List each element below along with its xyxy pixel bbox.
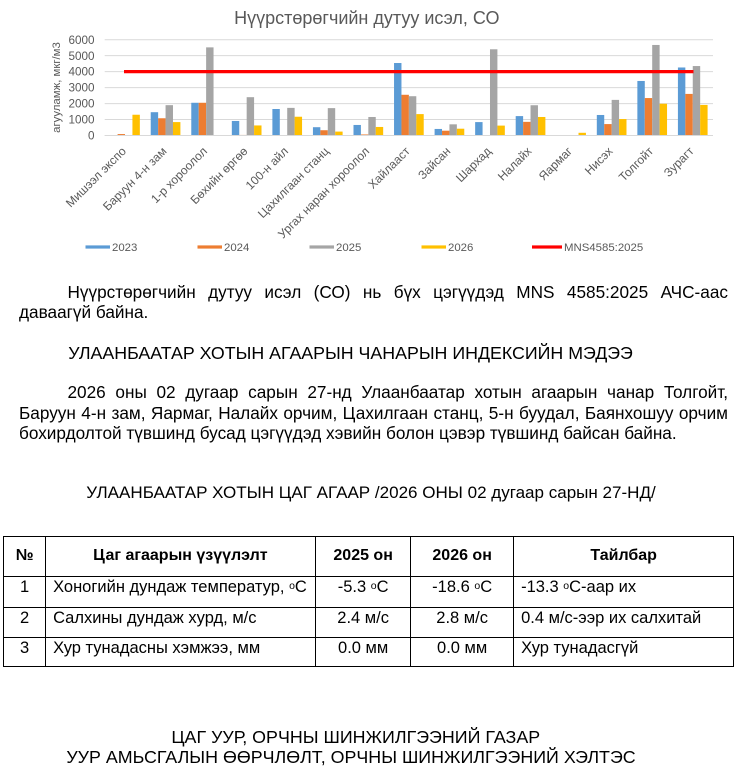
svg-text:5000: 5000 xyxy=(68,50,95,63)
svg-text:1000: 1000 xyxy=(68,114,95,127)
svg-text:Яармаг: Яармаг xyxy=(536,144,576,184)
svg-text:Зайсан: Зайсан xyxy=(415,144,453,182)
svg-text:Толгойт: Толгойт xyxy=(616,144,657,185)
svg-text:агууламж, мкг/м3: агууламж, мкг/м3 xyxy=(51,42,63,133)
svg-text:Цахилгаан станц: Цахилгаан станц xyxy=(255,144,332,221)
svg-text:0: 0 xyxy=(88,130,95,143)
svg-text:2026: 2026 xyxy=(448,242,473,254)
svg-text:2000: 2000 xyxy=(68,98,95,111)
svg-text:2023: 2023 xyxy=(112,242,137,254)
svg-text:Шархад: Шархад xyxy=(453,144,494,185)
svg-text:Нүүрстөрөгчийн дутуу исэл, СО: Нүүрстөрөгчийн дутуу исэл, СО xyxy=(234,8,499,28)
svg-text:Зурагт: Зурагт xyxy=(661,144,697,180)
svg-text:4000: 4000 xyxy=(68,66,95,79)
svg-text:6000: 6000 xyxy=(68,34,95,47)
svg-text:2024: 2024 xyxy=(224,242,249,254)
svg-text:Хайлааст: Хайлааст xyxy=(365,144,413,192)
svg-text:3000: 3000 xyxy=(68,82,95,95)
svg-text:Нисэх: Нисэх xyxy=(582,144,616,178)
svg-text:Налайх: Налайх xyxy=(495,144,534,183)
svg-text:2025: 2025 xyxy=(336,242,361,254)
svg-text:MNS4585:2025: MNS4585:2025 xyxy=(564,242,643,254)
